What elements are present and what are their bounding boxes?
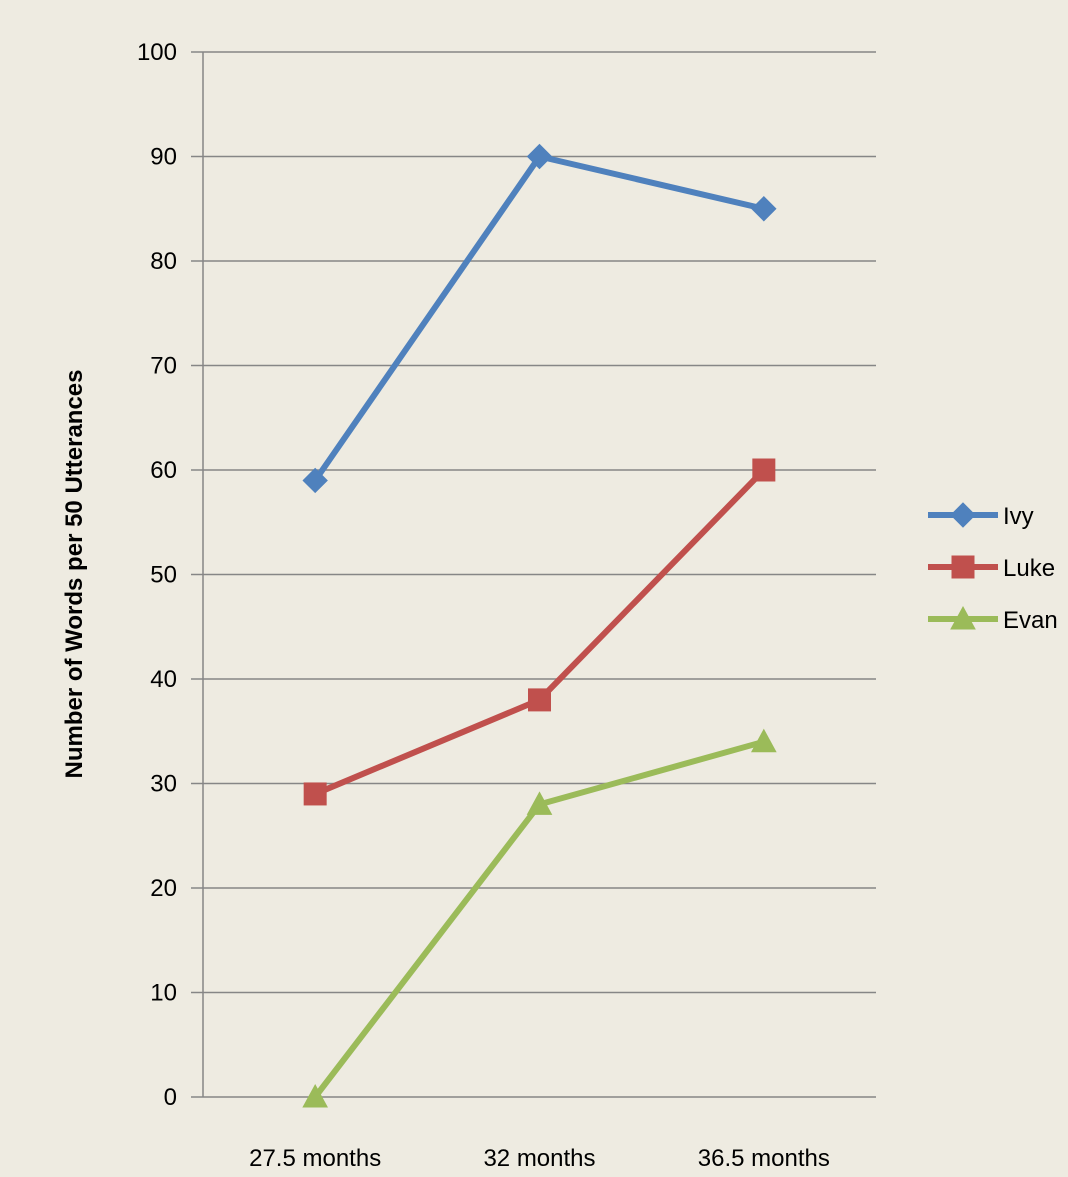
y-tick-label: 80 — [150, 248, 177, 275]
axes — [191, 51, 204, 1098]
data-point-evan — [750, 728, 777, 753]
legend: Ivy Luke Evan — [928, 502, 1058, 634]
legend-item-evan: Evan — [928, 605, 1058, 634]
data-point-evan — [526, 791, 553, 815]
legend-label-ivy: Ivy — [1003, 503, 1034, 530]
legend-label-luke: Luke — [1003, 555, 1055, 582]
series-ivy — [302, 143, 777, 494]
data-point-luke — [528, 688, 551, 712]
legend-marker-luke — [951, 555, 975, 579]
y-tick-label: 30 — [150, 771, 177, 798]
y-tick-label: 20 — [150, 875, 177, 902]
y-tick-label: 100 — [137, 39, 177, 66]
legend-item-ivy: Ivy — [928, 502, 1034, 530]
series-luke — [303, 458, 776, 806]
x-tick-label: 36.5 months — [698, 1145, 830, 1172]
data-point-ivy — [526, 143, 553, 170]
y-tick-label: 40 — [150, 666, 177, 693]
y-tick-labels: 0 10 20 30 40 50 60 70 80 90 100 — [137, 39, 177, 1111]
legend-marker-evan — [950, 605, 976, 630]
series-line-luke — [314, 467, 766, 797]
y-tick-label: 0 — [164, 1084, 177, 1111]
series — [302, 143, 777, 1108]
legend-label-evan: Evan — [1003, 607, 1058, 634]
data-point-luke — [303, 782, 327, 806]
data-point-ivy — [751, 196, 777, 222]
legend-marker-ivy — [950, 502, 976, 528]
y-tick-label: 70 — [150, 353, 177, 380]
x-tick-label: 27.5 months — [249, 1145, 381, 1172]
x-tick-labels: 27.5 months 32 months 36.5 months — [249, 1145, 830, 1172]
data-point-evan — [302, 1083, 329, 1108]
y-tick-label: 60 — [150, 457, 177, 484]
data-point-ivy — [302, 467, 328, 494]
series-line-ivy — [312, 153, 765, 483]
y-axis-label: Number of Words per 50 Utterances — [61, 370, 88, 779]
data-point-luke — [752, 458, 776, 482]
legend-item-luke: Luke — [928, 555, 1055, 582]
y-tick-label: 50 — [150, 562, 177, 589]
series-evan — [302, 728, 777, 1108]
x-tick-label: 32 months — [483, 1145, 595, 1172]
y-tick-label: 90 — [150, 144, 177, 171]
y-tick-label: 10 — [150, 980, 177, 1007]
